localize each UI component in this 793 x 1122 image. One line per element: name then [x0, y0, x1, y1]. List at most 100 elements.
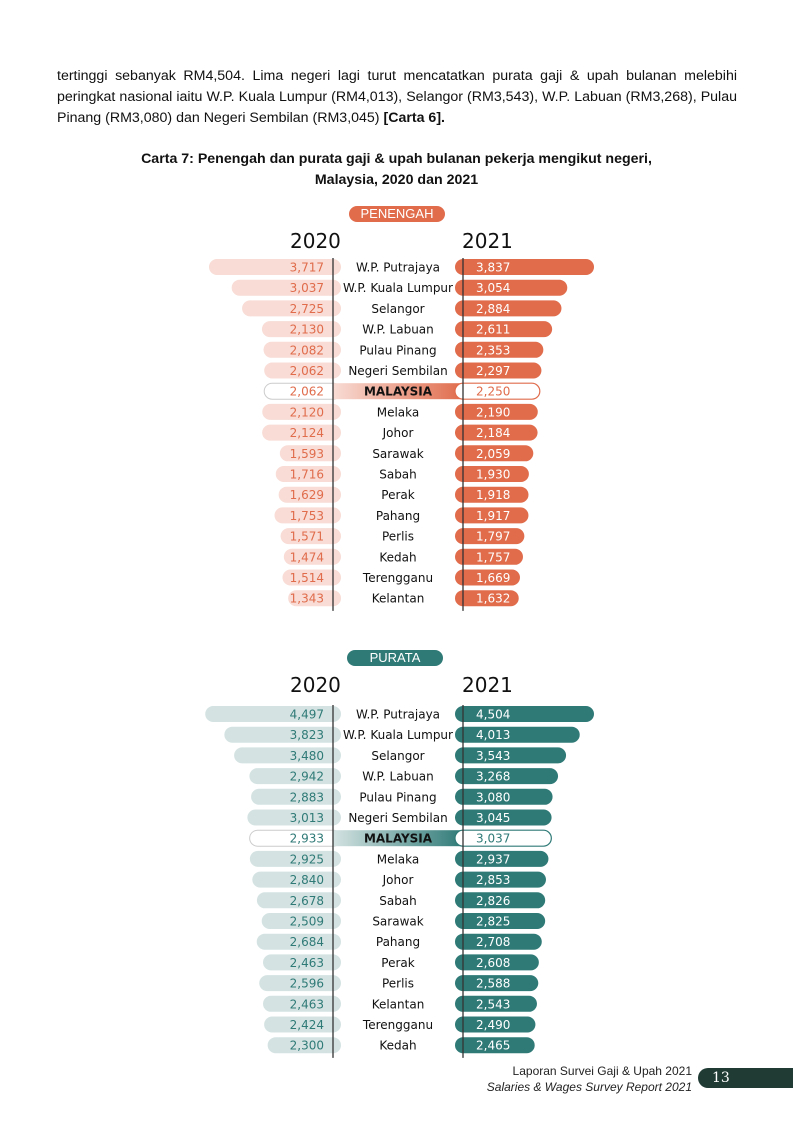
- median-label-2020-sabah: 1,716: [290, 468, 324, 482]
- median-bar-2020-selangor: [242, 300, 341, 317]
- median-category-johor: Johor: [382, 426, 414, 440]
- median-category-kedah: Kedah: [379, 550, 416, 564]
- mean-bar-2021-kelantan: [455, 995, 537, 1012]
- median-bar-2020-sarawak: [279, 445, 341, 462]
- median-label-2020-terengganu: 1,514: [290, 571, 324, 585]
- median-bar-2020-kelantan: [288, 590, 341, 607]
- median-bar-2021-w-p-kuala-lumpur: [455, 279, 568, 296]
- mean-category-pulau-pinang: Pulau Pinang: [359, 790, 436, 804]
- median-category-negeri-sembilan: Negeri Sembilan: [348, 364, 447, 378]
- mean-bar-2021-sabah: [455, 892, 546, 909]
- intro-paragraph-text: tertinggi sebanyak RM4,504. Lima negeri …: [57, 68, 737, 126]
- median-bar-2021-w-p-putrajaya: [455, 259, 594, 275]
- median-label-2021-malaysia: 2,250: [476, 385, 510, 399]
- mean-category-melaka: Melaka: [377, 852, 420, 866]
- mean-label-2020-perak: 2,463: [290, 956, 324, 970]
- mean-label-2020-pahang: 2,684: [290, 935, 324, 949]
- median-label-2020-w-p-putrajaya: 3,717: [290, 261, 324, 275]
- median-label-2021-w-p-labuan: 2,611: [476, 323, 510, 337]
- median-label-2020-johor: 2,124: [290, 426, 324, 440]
- mean-label-2020-terengganu: 2,424: [290, 1018, 324, 1032]
- page-number-tab: [698, 1068, 793, 1088]
- mean-label-2020-melaka: 2,925: [290, 852, 324, 866]
- mean-bar-2020-w-p-labuan: [249, 768, 341, 785]
- median-bar-2020-terengganu: [282, 569, 341, 586]
- median-bar-2020-w-p-labuan: [261, 321, 341, 338]
- median-category-perak: Perak: [381, 488, 414, 502]
- mean-label-2020-johor: 2,840: [290, 873, 324, 887]
- mean-label-2021-selangor: 3,543: [476, 749, 510, 763]
- median-category-pulau-pinang: Pulau Pinang: [359, 343, 436, 357]
- mean-bar-2021-pulau-pinang: [455, 788, 553, 805]
- mean-label-2021-negeri-sembilan: 3,045: [476, 811, 510, 825]
- median-bar-2020-johor: [262, 424, 341, 441]
- mean-label-2020-kelantan: 2,463: [290, 997, 324, 1011]
- mean-bar-2020-perak: [263, 954, 341, 971]
- median-label-2021-pulau-pinang: 2,353: [476, 343, 510, 357]
- median-bar-2020-sabah: [275, 466, 341, 482]
- median-bar-2021-w-p-labuan: [455, 321, 553, 338]
- median-bar-2020-melaka: [262, 403, 341, 420]
- median-panel-label: PENENGAH: [349, 206, 445, 222]
- median-bar-2020-pulau-pinang: [263, 341, 341, 358]
- mean-label-2021-w-p-labuan: 3,268: [476, 770, 510, 784]
- median-label-2021-w-p-kuala-lumpur: 3,054: [476, 281, 510, 295]
- mean-label-2020-selangor: 3,480: [290, 749, 324, 763]
- mean-bar-2021-negeri-sembilan: [455, 809, 552, 826]
- median-category-pahang: Pahang: [376, 509, 420, 523]
- median-bar-2021-perak: [455, 486, 529, 503]
- mean-bar-2020-sabah: [256, 892, 341, 909]
- median-category-w-p-putrajaya: W.P. Putrajaya: [356, 261, 440, 275]
- median-category-kelantan: Kelantan: [372, 592, 425, 606]
- median-bar-2021-kedah: [455, 548, 523, 565]
- mean-category-w-p-labuan: W.P. Labuan: [362, 770, 434, 784]
- median-bar-2021-negeri-sembilan: [455, 362, 542, 379]
- median-label-2020-malaysia: 2,062: [290, 385, 324, 399]
- mean-chart: 4,497 4,504 W.P. Putrajaya 3,823 4,013 W.P. K…: [205, 705, 594, 1058]
- median-category-perlis: Perlis: [382, 530, 414, 544]
- mean-bar-2020-pahang: [256, 933, 341, 950]
- mean-bar-2020-w-p-putrajaya: [205, 706, 341, 722]
- mean-label-2021-sabah: 2,826: [476, 894, 510, 908]
- mean-bar-2021-johor: [455, 871, 546, 888]
- median-label-2021-johor: 2,184: [476, 426, 510, 440]
- mean-label-2021-johor: 2,853: [476, 873, 510, 887]
- median-bar-2020-perlis: [280, 528, 341, 545]
- median-label-2020-perak: 1,629: [290, 488, 324, 502]
- median-label-2021-selangor: 2,884: [476, 302, 510, 316]
- median-bar-2020-kedah: [283, 548, 341, 565]
- footer-report-title-ms: Laporan Survei Gaji & Upah 2021: [512, 1064, 692, 1078]
- mean-label-2020-w-p-labuan: 2,942: [290, 770, 324, 784]
- mean-label-2021-w-p-kuala-lumpur: 4,013: [476, 728, 510, 742]
- mean-category-johor: Johor: [382, 873, 414, 887]
- median-label-2020-w-p-kuala-lumpur: 3,037: [290, 281, 324, 295]
- median-bar-2020-w-p-kuala-lumpur: [231, 279, 341, 296]
- mean-label-2021-perak: 2,608: [476, 956, 510, 970]
- footer-report-title-en: Salaries & Wages Survey Report 2021: [486, 1080, 692, 1094]
- median-category-w-p-kuala-lumpur: W.P. Kuala Lumpur: [343, 281, 453, 295]
- mean-label-2021-terengganu: 2,490: [476, 1018, 510, 1032]
- mean-bar-2021-sarawak: [455, 913, 546, 929]
- mean-bar-2020-kelantan: [263, 995, 341, 1012]
- mean-label-2021-kedah: 2,465: [476, 1039, 510, 1053]
- mean-label-2021-pulau-pinang: 3,080: [476, 790, 510, 804]
- median-bar-2021-kelantan: [455, 590, 519, 607]
- median-category-sarawak: Sarawak: [372, 447, 423, 461]
- median-label-2020-pulau-pinang: 2,082: [290, 343, 324, 357]
- mean-category-w-p-putrajaya: W.P. Putrajaya: [356, 708, 440, 722]
- median-label-2021-melaka: 2,190: [476, 405, 510, 419]
- mean-bar-2021-melaka: [455, 850, 549, 867]
- mean-category-selangor: Selangor: [371, 749, 424, 763]
- mean-category-kelantan: Kelantan: [372, 997, 425, 1011]
- median-label-2021-kedah: 1,757: [476, 550, 510, 564]
- mean-label-2021-w-p-putrajaya: 4,504: [476, 708, 510, 722]
- median-bar-2021-sarawak: [455, 445, 534, 462]
- mean-category-pahang: Pahang: [376, 935, 420, 949]
- median-label-2020-perlis: 1,571: [290, 530, 324, 544]
- mean-category-sarawak: Sarawak: [372, 915, 423, 929]
- median-highlight-band: [333, 383, 463, 400]
- median-label-2021-kelantan: 1,632: [476, 592, 510, 606]
- median-bar-2021-johor: [455, 424, 538, 441]
- median-category-melaka: Melaka: [377, 405, 420, 419]
- chart-title-line1: Carta 7: Penengah dan purata gaji & upah…: [141, 151, 652, 167]
